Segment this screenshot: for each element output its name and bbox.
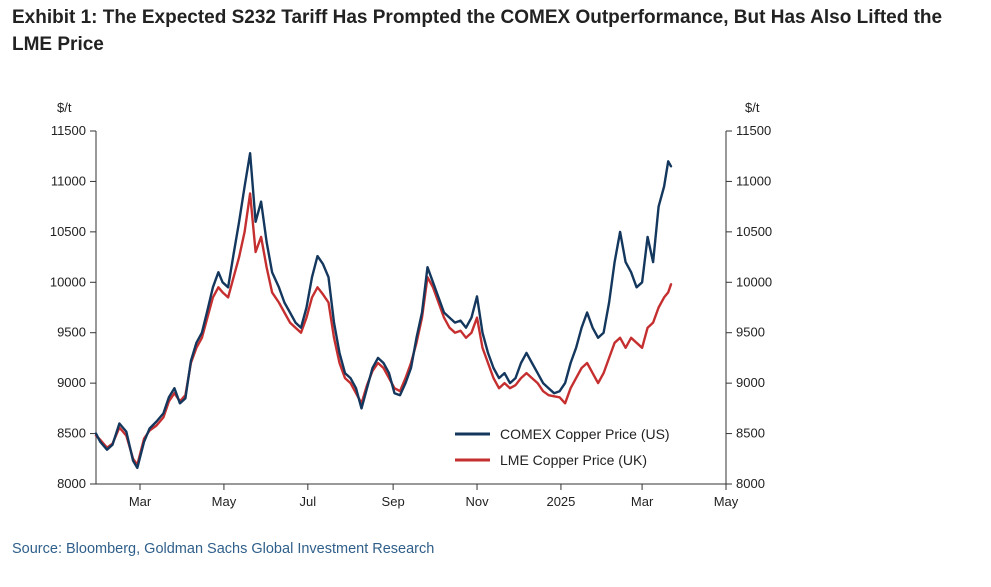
right-y-tick-label: 10000 (736, 274, 772, 289)
x-tick-label: Nov (465, 494, 489, 509)
chart-title: Exhibit 1: The Expected S232 Tariff Has … (12, 7, 943, 55)
series-line-comex (94, 152, 673, 470)
x-axis-ticks: Mar May Jul Sep Nov 2025 Mar May (129, 484, 739, 509)
left-y-tick-label: 11000 (51, 173, 86, 188)
left-y-tick-label: 10000 (50, 274, 86, 289)
series-layer (94, 152, 673, 470)
left-y-ticks: 8000 8500 9000 9500 10000 10500 11000 11500 (50, 123, 96, 491)
left-y-tick-label: 8500 (57, 426, 86, 441)
left-y-tick-label: 10500 (50, 224, 86, 239)
x-tick-label: May (714, 494, 739, 509)
left-axis-unit: $/t (57, 100, 72, 115)
x-tick-label: Sep (382, 494, 405, 509)
left-y-tick-label: 8000 (57, 476, 86, 491)
x-tick-label: May (212, 494, 237, 509)
right-y-tick-label: 8500 (736, 426, 765, 441)
x-tick-label: Mar (631, 494, 654, 509)
legend: COMEX Copper Price (US) LME Copper Price… (455, 426, 670, 468)
left-y-tick-label: 9500 (57, 325, 86, 340)
right-axis-unit: $/t (745, 100, 760, 115)
x-tick-label: Jul (300, 494, 317, 509)
right-y-tick-label: 9000 (736, 375, 765, 390)
legend-label-comex: COMEX Copper Price (US) (500, 426, 670, 442)
right-y-tick-label: 9500 (736, 325, 765, 340)
right-y-tick-label: 10500 (736, 224, 772, 239)
x-tick-label: Mar (129, 494, 152, 509)
x-tick-label: 2025 (546, 494, 575, 509)
left-y-tick-label: 9000 (57, 375, 86, 390)
series-line-lme (94, 192, 673, 466)
legend-label-lme: LME Copper Price (UK) (500, 452, 647, 468)
source-note: Source: Bloomberg, Goldman Sachs Global … (12, 541, 435, 557)
right-y-tick-label: 11500 (736, 123, 771, 138)
left-y-tick-label: 11500 (51, 123, 86, 138)
right-y-ticks: 8000 8500 9000 9500 10000 10500 11000 11500 (726, 123, 772, 491)
right-y-tick-label: 8000 (736, 476, 765, 491)
right-y-tick-label: 11000 (736, 173, 771, 188)
